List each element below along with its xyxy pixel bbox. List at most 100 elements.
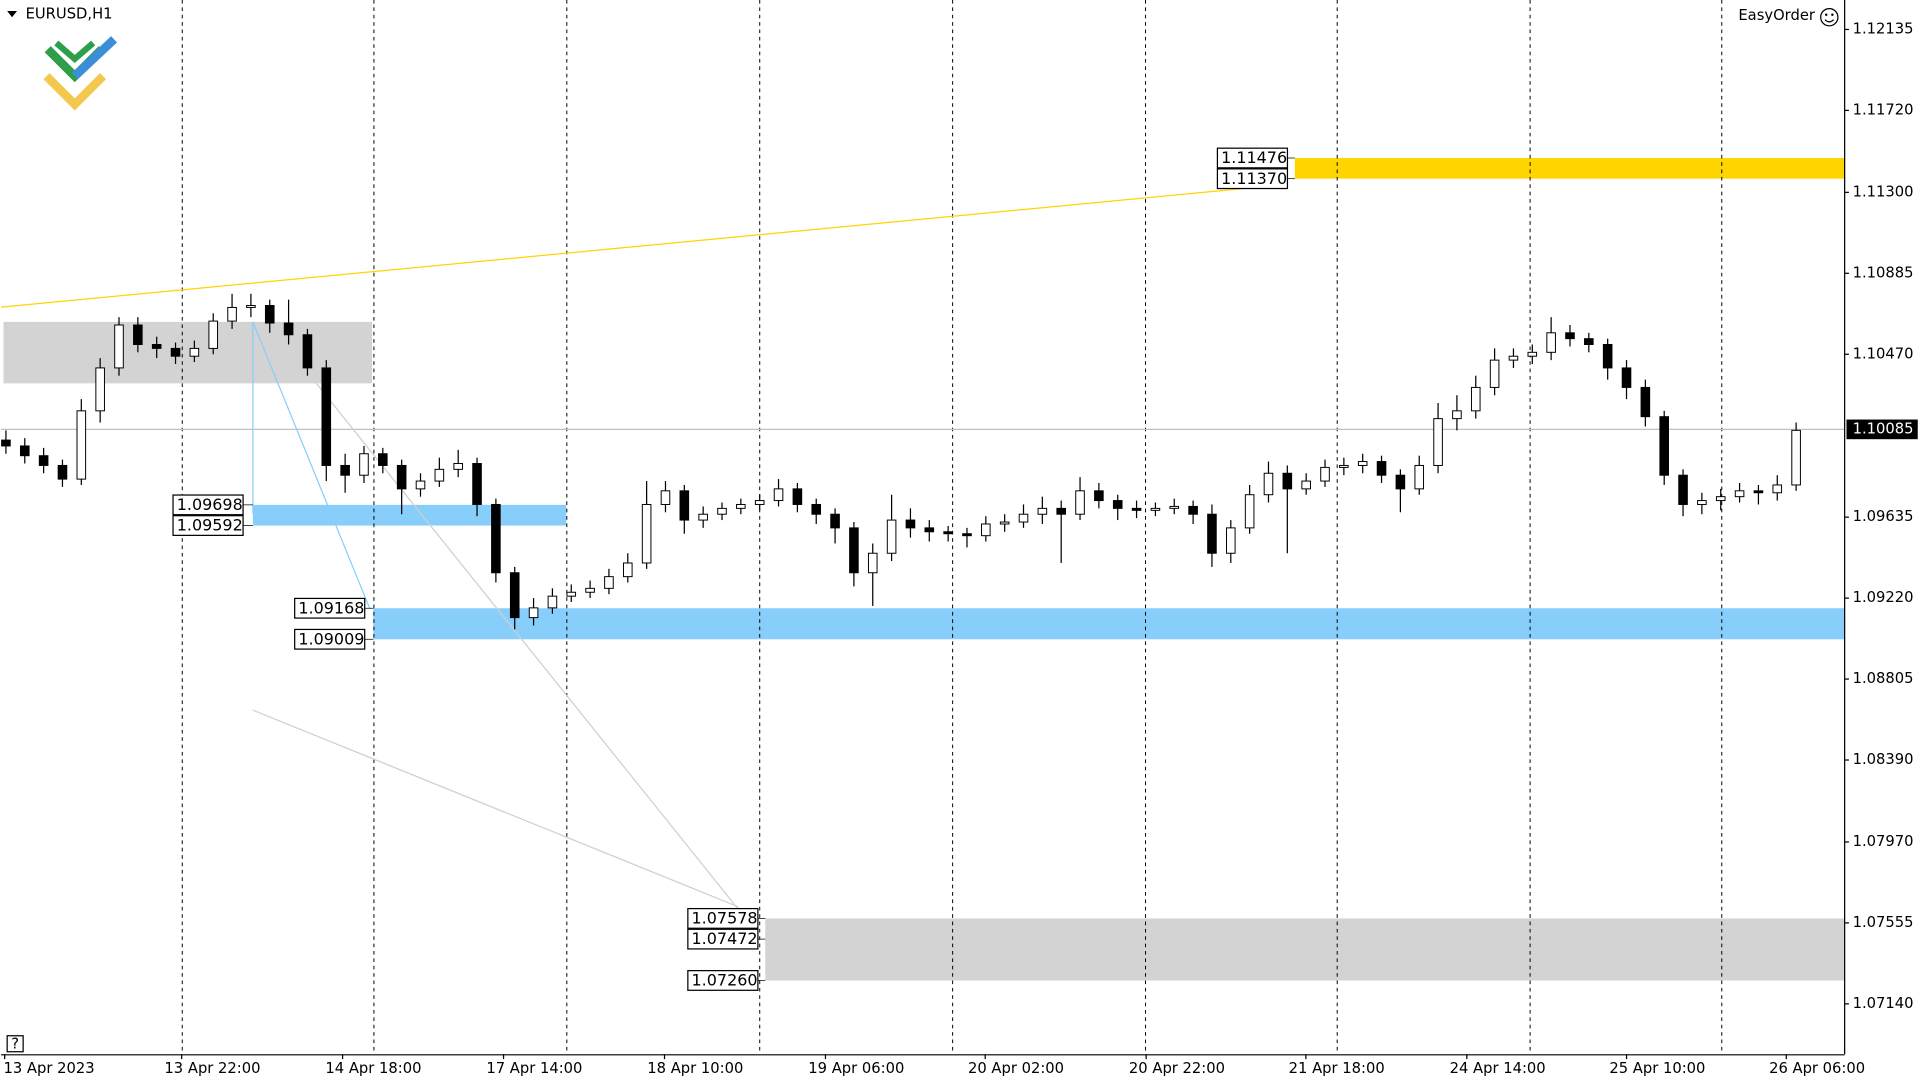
candle-body bbox=[1094, 490, 1104, 502]
x-tick-label: 13 Apr 22:00 bbox=[164, 1060, 260, 1077]
candle-body bbox=[1414, 464, 1425, 490]
candle-body bbox=[622, 562, 633, 578]
candle-body bbox=[792, 488, 803, 505]
candle-body bbox=[453, 463, 463, 470]
level-label-box bbox=[1216, 168, 1289, 190]
candle-body bbox=[1470, 386, 1481, 412]
price-zone bbox=[765, 918, 1845, 981]
candle-body bbox=[114, 324, 124, 369]
menu-arrow[interactable] bbox=[7, 11, 17, 18]
candle-body bbox=[1715, 496, 1726, 502]
x-tick-label: 13 Apr 2023 bbox=[3, 1060, 94, 1077]
candle-body bbox=[396, 464, 407, 490]
candle-body bbox=[1753, 490, 1764, 494]
x-tick-label: 24 Apr 14:00 bbox=[1450, 1060, 1546, 1077]
candle-body bbox=[1, 439, 11, 447]
labels-layer: 1.10085 1.11476 1.11370 1.09698 1.09592 1.091… bbox=[172, 147, 1918, 991]
candle-body bbox=[1621, 367, 1632, 388]
candle-body bbox=[1339, 464, 1349, 468]
candle-body bbox=[1244, 494, 1255, 529]
candle-body bbox=[1584, 338, 1594, 345]
level-label: 1.07472 bbox=[692, 929, 758, 948]
level-label-box bbox=[1216, 147, 1289, 169]
candle-body bbox=[1131, 507, 1142, 511]
candle-body bbox=[491, 503, 501, 574]
candle-body bbox=[905, 519, 916, 529]
candle-body bbox=[170, 347, 181, 357]
help-label[interactable]: ? bbox=[11, 1035, 19, 1052]
level-label-box bbox=[687, 970, 759, 991]
trend-line bbox=[0, 183, 1288, 308]
y-tick-label: 1.07140 bbox=[1853, 995, 1914, 1012]
candle-body bbox=[1659, 416, 1669, 476]
candle-body bbox=[415, 480, 426, 490]
candle-body bbox=[1056, 507, 1066, 515]
symbol-title: EURUSD,H1 bbox=[26, 6, 113, 23]
logo bbox=[43, 36, 118, 111]
candle-body bbox=[1489, 359, 1500, 388]
y-tick-label: 1.08390 bbox=[1853, 751, 1914, 768]
candle-body bbox=[1018, 513, 1029, 523]
candle-body bbox=[1791, 429, 1801, 486]
candle-body bbox=[736, 503, 746, 509]
y-tick-label: 1.10470 bbox=[1853, 345, 1914, 362]
candle-body bbox=[698, 513, 708, 521]
candle-body bbox=[509, 572, 520, 619]
candle-body bbox=[1075, 490, 1085, 515]
drawings bbox=[0, 183, 1288, 910]
candle-body bbox=[208, 320, 219, 349]
candle-body bbox=[189, 347, 200, 357]
candle-body bbox=[773, 488, 784, 502]
candle-body bbox=[999, 521, 1010, 525]
level-label-box bbox=[294, 628, 366, 650]
candle-body bbox=[1527, 351, 1538, 357]
candle-body bbox=[679, 490, 690, 521]
candle-body bbox=[811, 503, 822, 515]
candle-body bbox=[1678, 474, 1688, 505]
candle-body bbox=[133, 324, 143, 345]
candle-body bbox=[1697, 500, 1707, 505]
candle-body bbox=[717, 507, 727, 515]
level-label: 1.11476 bbox=[1221, 148, 1287, 167]
level-label-box bbox=[172, 515, 244, 536]
candle-body bbox=[528, 607, 539, 619]
price-zone bbox=[252, 504, 567, 526]
x-tick-label: 20 Apr 22:00 bbox=[1129, 1060, 1225, 1077]
candle-body bbox=[1395, 474, 1406, 490]
candle-body bbox=[886, 519, 897, 554]
candle-body bbox=[962, 533, 972, 537]
candle-body bbox=[321, 367, 332, 466]
candle-body bbox=[1263, 472, 1274, 496]
candle-body bbox=[641, 503, 652, 564]
candle-body bbox=[151, 344, 162, 349]
x-tick-label: 21 Apr 18:00 bbox=[1289, 1060, 1385, 1077]
candle-body bbox=[1376, 461, 1387, 476]
candle-body bbox=[754, 500, 765, 505]
candle-body bbox=[57, 464, 68, 480]
candle-body bbox=[1772, 484, 1783, 494]
candle-body bbox=[1357, 461, 1368, 466]
candle-body bbox=[1640, 386, 1651, 418]
candle-body bbox=[1226, 527, 1236, 554]
candles-layer bbox=[1, 293, 1801, 630]
candle-body bbox=[227, 306, 237, 322]
help-button[interactable] bbox=[6, 1035, 24, 1053]
connector-line bbox=[313, 380, 739, 910]
candle-body bbox=[378, 453, 388, 466]
x-tick-label: 18 Apr 10:00 bbox=[647, 1060, 743, 1077]
y-tick-label: 1.11300 bbox=[1853, 183, 1914, 200]
candle-body bbox=[19, 445, 30, 457]
candle-body bbox=[660, 490, 671, 505]
easyorder-label[interactable]: EasyOrder bbox=[1738, 7, 1816, 24]
smiley-icon[interactable] bbox=[1820, 7, 1839, 27]
candle-body bbox=[264, 304, 275, 324]
candle-body bbox=[547, 595, 558, 609]
level-label-box bbox=[687, 928, 759, 950]
candle-body bbox=[302, 334, 313, 369]
candle-body bbox=[95, 367, 105, 412]
candle-body bbox=[1207, 513, 1217, 554]
level-label: 1.09592 bbox=[177, 516, 243, 535]
